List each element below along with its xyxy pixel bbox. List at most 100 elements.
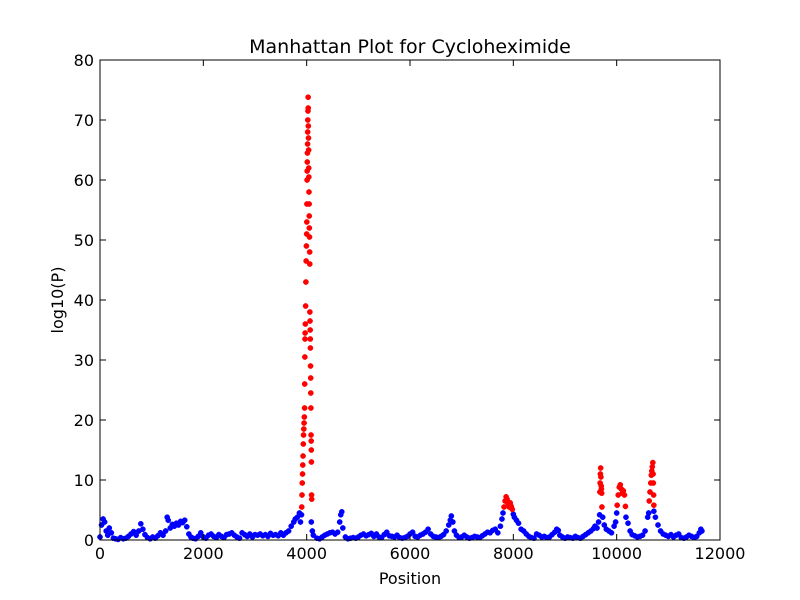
snp-point <box>133 532 140 539</box>
significant-snp-point <box>306 261 313 267</box>
significant-snp-point <box>509 506 516 513</box>
snp-point <box>625 520 631 527</box>
snp-point <box>642 528 648 534</box>
y-tick-label: 70 <box>74 111 94 130</box>
snp-point <box>285 528 292 534</box>
snp-point <box>608 529 615 536</box>
significant-snp-point <box>300 441 307 447</box>
snp-point <box>336 519 343 525</box>
snp-point <box>450 519 456 525</box>
snp-point <box>497 523 504 530</box>
significant-snp-point <box>308 432 314 438</box>
data-points <box>97 94 705 543</box>
snp-point <box>500 510 506 516</box>
significant-snp-point <box>302 303 309 309</box>
snp-point <box>623 514 629 521</box>
snp-point <box>655 522 661 528</box>
significant-snp-point <box>305 135 312 141</box>
chart-title: Manhattan Plot for Cycloheximide <box>249 36 571 58</box>
x-axis-label: Position <box>379 569 441 588</box>
y-tick-label: 50 <box>74 231 94 250</box>
significant-snp-point <box>305 165 312 171</box>
significant-snp-point <box>649 459 656 466</box>
snp-point <box>652 514 659 521</box>
significant-snp-point <box>306 213 313 219</box>
snp-point <box>339 525 346 531</box>
significant-snp-point <box>308 447 315 453</box>
snp-point <box>140 526 146 533</box>
significant-snp-point <box>307 309 313 315</box>
significant-snp-point <box>598 490 605 497</box>
y-tick-label: 30 <box>74 351 94 370</box>
significant-snp-point <box>621 492 628 498</box>
significant-snp-point <box>301 381 308 387</box>
snp-point <box>298 511 305 518</box>
significant-snp-point <box>308 405 314 411</box>
snp-point <box>338 508 345 515</box>
snp-point <box>613 510 620 516</box>
x-tick-label: 8000 <box>493 544 534 563</box>
significant-snp-point <box>305 105 312 111</box>
significant-snp-point <box>306 189 312 195</box>
snp-point <box>448 513 455 519</box>
significant-snp-point <box>303 219 310 225</box>
snp-point <box>425 526 431 533</box>
significant-snp-point <box>304 129 311 135</box>
y-tick-label: 0 <box>84 531 94 550</box>
snp-point <box>595 519 602 525</box>
significant-snp-point <box>299 471 306 477</box>
snp-point <box>310 532 317 539</box>
significant-snp-point <box>650 480 657 486</box>
snp-point <box>288 523 295 530</box>
significant-snp-point <box>307 327 314 333</box>
significant-snp-point <box>647 489 653 495</box>
x-tick-label: 10000 <box>591 544 642 563</box>
significant-snp-point <box>308 438 315 444</box>
significant-snp-point <box>307 336 314 342</box>
snp-point <box>639 532 646 539</box>
significant-snp-point <box>307 390 314 396</box>
significant-snp-point <box>307 375 314 381</box>
snp-point <box>443 528 450 534</box>
snp-point <box>197 529 204 536</box>
significant-snp-point <box>650 471 656 477</box>
x-tick-label: 6000 <box>390 544 431 563</box>
significant-snp-point <box>305 123 312 129</box>
snp-point <box>165 517 172 524</box>
x-tick-label: 4000 <box>286 544 327 563</box>
snp-point <box>494 529 501 536</box>
significant-snp-point <box>646 498 653 504</box>
significant-snp-point <box>306 225 313 231</box>
significant-snp-point <box>299 462 306 468</box>
y-tick-label: 40 <box>74 291 94 310</box>
snp-point <box>599 514 606 521</box>
significant-snp-point <box>301 420 307 426</box>
x-tick-label: 0 <box>95 544 105 563</box>
significant-snp-point <box>301 414 308 420</box>
snp-point <box>334 529 341 536</box>
snp-point <box>594 525 600 531</box>
snp-point <box>699 528 705 534</box>
significant-snp-point <box>303 258 309 264</box>
significant-snp-point <box>301 405 308 411</box>
significant-snp-point <box>622 503 629 510</box>
axis-ticks: 0 2000 4000 6000 8000 10000 12000 0 10 20 30 40 50 60… <box>74 51 746 563</box>
snp-point <box>555 527 562 534</box>
significant-snp-point <box>302 330 308 336</box>
significant-snp-point <box>303 279 309 285</box>
snp-point <box>137 520 144 527</box>
significant-snp-point <box>306 234 313 240</box>
snp-point <box>499 516 505 522</box>
significant-snp-point <box>302 336 308 342</box>
significant-snp-point <box>302 354 308 360</box>
significant-snp-point <box>305 147 312 153</box>
significant-snp-point <box>303 243 310 249</box>
significant-snp-point <box>304 117 311 123</box>
snp-point <box>106 525 113 531</box>
significant-snp-point <box>304 159 311 165</box>
significant-snp-point <box>306 249 313 255</box>
significant-snp-point <box>306 201 312 207</box>
snp-point <box>101 519 108 525</box>
significant-snp-point <box>300 426 307 432</box>
